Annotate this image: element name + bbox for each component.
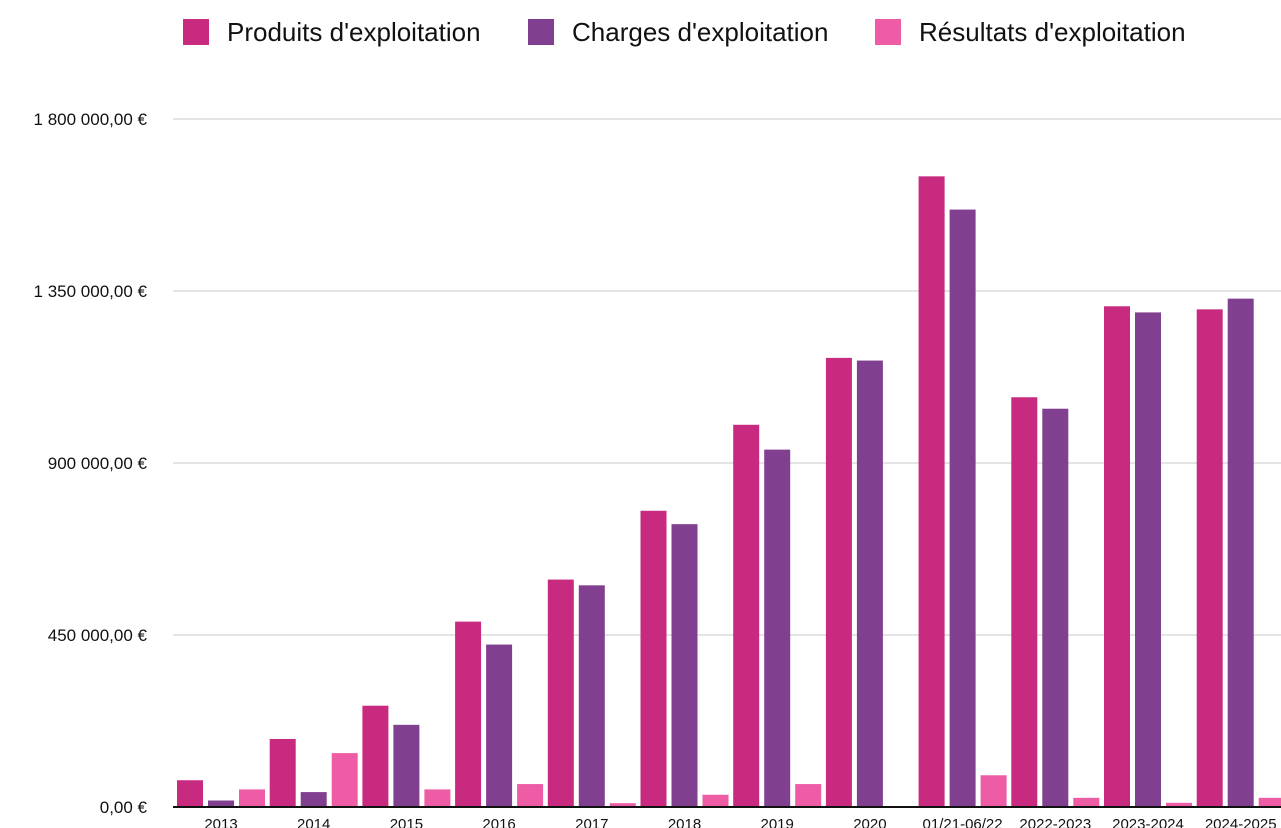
bar-produits-d-exploitation-2014 — [269, 738, 296, 807]
bar-resultats-d-exploitation-01-21-06-22 — [980, 775, 1007, 807]
bar-produits-d-exploitation-2020 — [825, 357, 852, 807]
bar-charges-d-exploitation-2019 — [764, 449, 791, 807]
x-tick-label: 2018 — [668, 816, 701, 828]
x-tick-label: 2017 — [575, 816, 608, 828]
bar-resultats-d-exploitation-2022-2023 — [1073, 797, 1100, 807]
bar-resultats-d-exploitation-2024-2025 — [1258, 797, 1281, 807]
legend-swatch-charges-d-exploitation — [528, 19, 554, 45]
y-tick-label: 0,00 € — [100, 798, 148, 817]
bar-produits-d-exploitation-2017 — [547, 579, 574, 807]
bar-produits-d-exploitation-2015 — [362, 705, 389, 807]
legend-swatch-produits-d-exploitation — [183, 19, 209, 45]
y-tick-label: 1 800 000,00 € — [34, 110, 148, 129]
bar-produits-d-exploitation-2023-2024 — [1104, 306, 1130, 807]
bar-charges-d-exploitation-2015 — [393, 724, 420, 807]
bar-produits-d-exploitation-2018 — [640, 510, 667, 807]
bar-charges-d-exploitation-2024-2025 — [1227, 298, 1254, 807]
bar-produits-d-exploitation-2013 — [177, 780, 203, 807]
x-tick-label: 2023-2024 — [1112, 816, 1184, 828]
legend-label-charges-d-exploitation: Charges d'exploitation — [572, 17, 828, 47]
bar-resultats-d-exploitation-2013 — [239, 789, 265, 807]
bars — [177, 176, 1281, 808]
legend-label-resultats-d-exploitation: Résultats d'exploitation — [919, 17, 1186, 47]
x-tick-label: 2024-2025 — [1205, 816, 1277, 828]
bar-charges-d-exploitation-2020 — [856, 360, 883, 807]
bar-charges-d-exploitation-2017 — [578, 585, 605, 807]
bar-produits-d-exploitation-2022-2023 — [1011, 397, 1038, 807]
gridlines — [173, 118, 1281, 636]
y-tick-label: 900 000,00 € — [48, 454, 148, 473]
x-tick-label: 2013 — [204, 816, 237, 828]
bar-charges-d-exploitation-2016 — [486, 644, 513, 807]
x-tick-label: 2022-2023 — [1019, 816, 1091, 828]
legend-swatch-resultats-d-exploitation — [875, 19, 901, 45]
x-tick-label: 2015 — [390, 816, 423, 828]
x-tick-label: 2016 — [482, 816, 515, 828]
x-axis: 2013 2014 2015 2016 2017 2018 2019 2020 01/21-06… — [173, 806, 1281, 828]
bar-resultats-d-exploitation-2023-2024 — [1166, 802, 1192, 807]
bar-charges-d-exploitation-2014 — [300, 792, 327, 807]
bar-resultats-d-exploitation-2014 — [331, 753, 358, 807]
legend-label-produits-d-exploitation: Produits d'exploitation — [227, 17, 481, 47]
bar-produits-d-exploitation-2019 — [733, 424, 760, 807]
bar-charges-d-exploitation-2013 — [208, 800, 234, 807]
bar-charges-d-exploitation-2018 — [671, 524, 698, 807]
bar-produits-d-exploitation-2016 — [455, 621, 482, 807]
y-tick-label: 1 350 000,00 € — [34, 282, 148, 301]
bar-resultats-d-exploitation-2015 — [424, 789, 451, 807]
x-tick-label: 01/21-06/22 — [923, 816, 1003, 828]
x-tick-label: 2019 — [761, 816, 794, 828]
chart-legend: Produits d'exploitation Charges d'exploit… — [183, 17, 1186, 47]
x-tick-label: 2014 — [297, 816, 330, 828]
bar-resultats-d-exploitation-2018 — [702, 794, 729, 807]
bar-resultats-d-exploitation-2016 — [517, 784, 544, 807]
y-axis: 0,00 € 450 000,00 € 900 000,00 € 1 350 000,… — [34, 110, 148, 817]
y-tick-label: 450 000,00 € — [48, 626, 148, 645]
bar-produits-d-exploitation-2024-2025 — [1196, 309, 1223, 807]
bar-charges-d-exploitation-01-21-06-22 — [949, 209, 976, 807]
bar-charges-d-exploitation-2023-2024 — [1135, 312, 1161, 807]
bar-charges-d-exploitation-2022-2023 — [1042, 408, 1069, 807]
bar-produits-d-exploitation-01-21-06-22 — [918, 176, 945, 808]
x-tick-label: 2020 — [853, 816, 886, 828]
bar-resultats-d-exploitation-2017 — [609, 803, 636, 807]
bar-resultats-d-exploitation-2019 — [795, 784, 822, 807]
